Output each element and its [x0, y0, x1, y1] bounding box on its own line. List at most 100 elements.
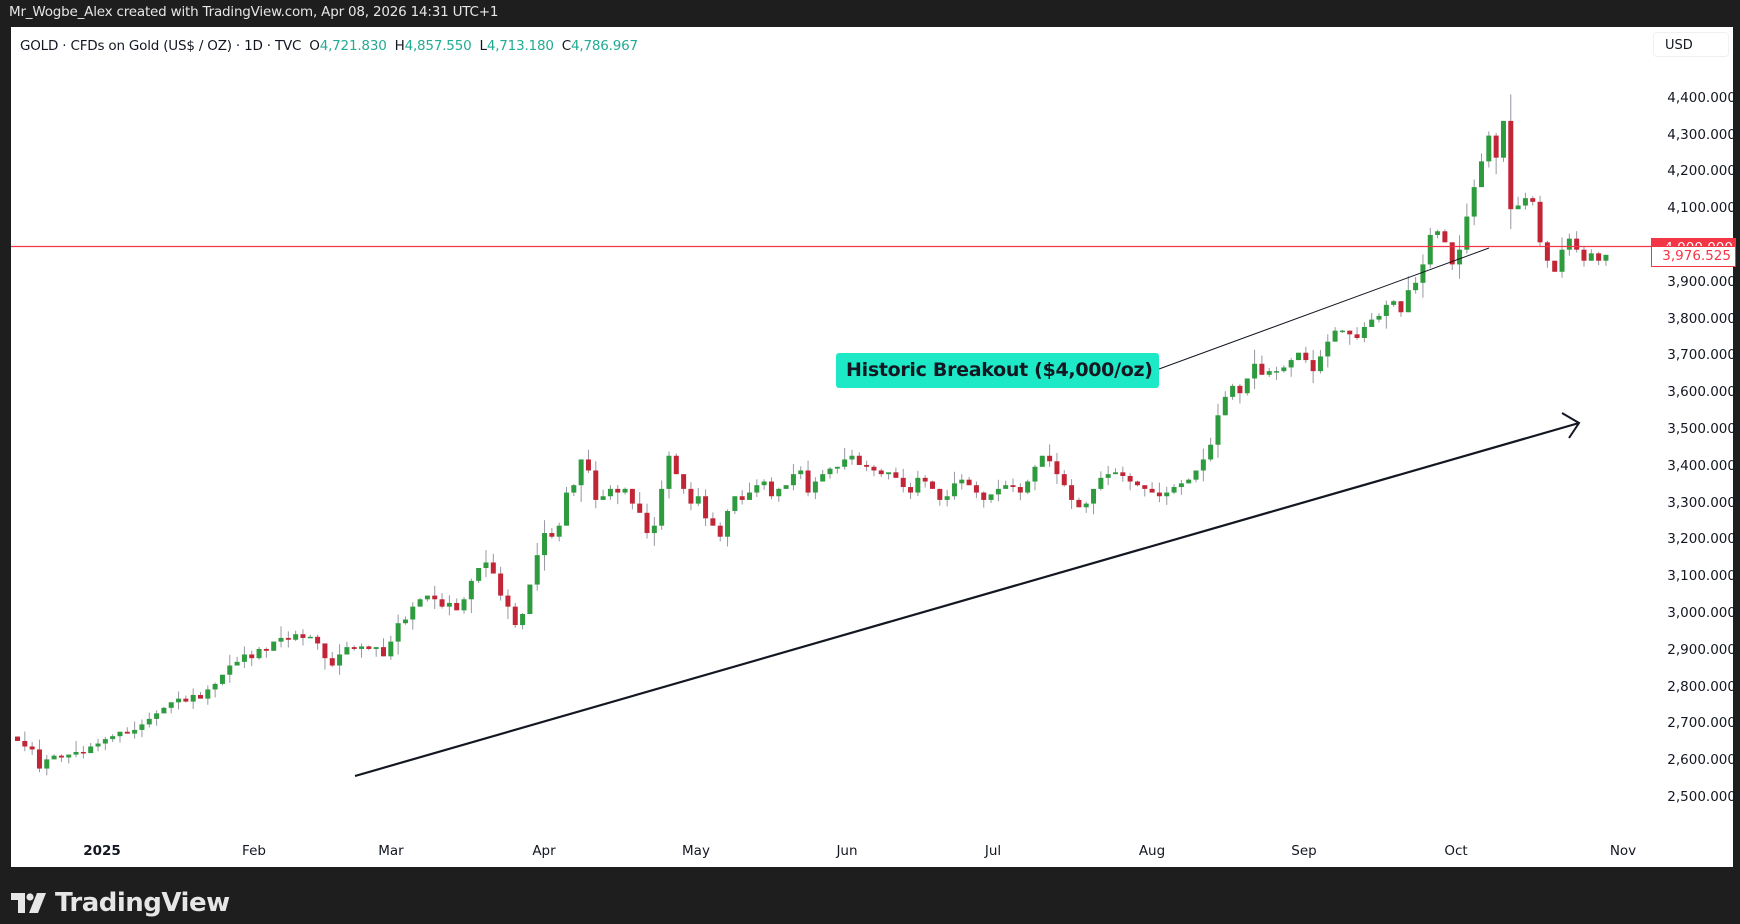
time-tick-label: Nov: [1609, 843, 1637, 859]
candle-body: [512, 606, 518, 626]
candle-body: [1215, 415, 1221, 445]
candle-body: [1047, 455, 1053, 462]
candle-body: [1113, 472, 1118, 475]
candle-body: [102, 739, 108, 744]
candle-body: [1596, 253, 1602, 261]
time-tick-label: Jul: [984, 843, 1002, 859]
low-label: L: [479, 38, 487, 54]
candle-body: [937, 488, 943, 500]
candle-body: [549, 533, 555, 537]
candle-body: [622, 488, 628, 493]
currency-button[interactable]: USD: [1653, 32, 1729, 57]
candle-body: [1193, 470, 1199, 480]
candle-body: [922, 477, 928, 482]
time-tick-label: 2025: [83, 843, 121, 859]
candle-body: [1025, 481, 1031, 493]
candle-body: [439, 599, 445, 607]
tradingview-logo: TradingView: [11, 888, 230, 918]
candle-body: [124, 731, 130, 734]
candle-body: [410, 606, 416, 620]
candle-body: [1039, 455, 1045, 467]
candle-body: [1171, 487, 1177, 493]
time-tick-label: Oct: [1444, 843, 1468, 859]
candle-body: [725, 510, 731, 537]
price-tick-label: 3,000.000: [1667, 605, 1736, 621]
candle-body: [754, 485, 760, 493]
candle-body: [1003, 485, 1009, 489]
candle-body: [1325, 341, 1331, 357]
candle-body: [827, 468, 833, 475]
price-tick-label: 3,600.000: [1667, 384, 1736, 401]
candlestick-chart[interactable]: [11, 27, 1733, 867]
candle-body: [1581, 249, 1587, 261]
candle-body: [1435, 231, 1441, 235]
candle-body: [132, 729, 138, 734]
price-tick-label: 4,300.000: [1667, 126, 1736, 143]
candle-body: [659, 488, 665, 526]
candle-body: [1127, 476, 1133, 482]
candle-body: [1530, 198, 1536, 202]
candle-body: [234, 661, 240, 666]
low-value: 4,713.180: [486, 38, 554, 54]
candle-body: [278, 637, 284, 642]
candle-body: [812, 481, 818, 493]
candle-body: [556, 525, 562, 537]
candle-body: [271, 641, 277, 651]
candle-body: [432, 595, 438, 600]
candle-body: [1208, 444, 1214, 460]
candle-body: [293, 634, 299, 640]
candle-body: [80, 752, 86, 754]
candle-body: [212, 683, 218, 690]
candle-body: [490, 562, 496, 574]
candle-body: [402, 619, 408, 624]
candle-body: [1457, 249, 1463, 265]
candle-body: [1010, 485, 1016, 488]
candle-body: [688, 488, 694, 504]
candle-body: [790, 474, 796, 486]
candle-body: [973, 485, 979, 493]
candle-body: [322, 643, 328, 659]
candle-body: [1552, 260, 1558, 272]
candle-body: [893, 472, 899, 478]
candle-body: [644, 512, 650, 534]
candle-body: [1354, 334, 1360, 338]
candle-body: [988, 494, 994, 500]
candle-body: [198, 694, 203, 699]
candle-body: [1317, 356, 1323, 372]
candle-body: [1522, 198, 1528, 206]
candle-body: [1288, 360, 1294, 368]
tradingview-logo-icon: [11, 893, 46, 913]
candle-body: [981, 492, 987, 500]
candle-body: [1149, 488, 1155, 493]
candle-body: [527, 584, 533, 614]
candle-body: [1142, 485, 1148, 489]
high-label: H: [394, 38, 405, 54]
candle-body: [190, 694, 196, 702]
candle-body: [1588, 253, 1594, 261]
candle-body: [424, 595, 430, 600]
candle-body: [1500, 120, 1506, 158]
candle-body: [1091, 488, 1097, 504]
candle-body: [886, 472, 892, 475]
candle-body: [534, 555, 540, 585]
candle-body: [629, 488, 635, 504]
candle-body: [1391, 301, 1397, 305]
open-value: 4,721.830: [319, 38, 387, 54]
candle-body: [183, 698, 189, 702]
candle-body: [337, 654, 343, 666]
candle-body: [29, 746, 35, 750]
price-tick-label: 2,600.000: [1667, 752, 1736, 769]
candle-body: [498, 573, 504, 596]
candle-body: [944, 496, 950, 500]
candle-body: [36, 749, 42, 769]
price-tick-label: 3,400.000: [1667, 457, 1736, 474]
breakout-annotation[interactable]: Historic Breakout ($4,000/oz): [836, 353, 1159, 388]
candle-body: [468, 580, 474, 600]
candle-body: [1274, 371, 1280, 373]
candle-body: [381, 647, 386, 657]
chart-panel[interactable]: GOLD · CFDs on Gold (US$ / OZ) · 1D · TV…: [11, 27, 1736, 867]
candle-body: [703, 496, 709, 519]
candle-body: [951, 483, 957, 497]
candle-body: [95, 743, 101, 747]
candle-body: [761, 481, 767, 486]
